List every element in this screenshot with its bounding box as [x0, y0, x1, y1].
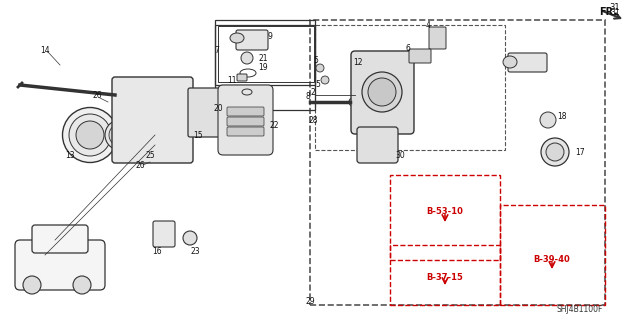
Ellipse shape [368, 78, 396, 106]
Text: B-39-40: B-39-40 [534, 255, 570, 265]
Text: 9: 9 [268, 31, 273, 41]
Text: 26: 26 [92, 91, 102, 100]
Ellipse shape [63, 108, 118, 163]
Text: 6: 6 [406, 44, 410, 52]
FancyBboxPatch shape [429, 27, 446, 49]
Text: 5: 5 [314, 55, 319, 65]
FancyBboxPatch shape [32, 225, 88, 253]
Text: 26: 26 [135, 161, 145, 170]
Text: 22: 22 [269, 121, 279, 130]
Circle shape [321, 76, 329, 84]
Text: 23: 23 [190, 247, 200, 257]
Circle shape [183, 231, 197, 245]
Circle shape [241, 52, 253, 64]
Text: 15: 15 [193, 131, 203, 140]
Ellipse shape [69, 114, 111, 156]
Ellipse shape [541, 138, 569, 166]
Ellipse shape [230, 33, 244, 43]
Text: 2: 2 [310, 87, 316, 97]
FancyBboxPatch shape [227, 117, 264, 126]
FancyBboxPatch shape [357, 127, 398, 163]
Text: 30: 30 [395, 150, 405, 159]
Text: FR.: FR. [599, 7, 617, 17]
Text: 31: 31 [610, 7, 620, 17]
Text: 16: 16 [152, 247, 162, 257]
FancyBboxPatch shape [236, 30, 268, 50]
Text: 8: 8 [306, 92, 310, 100]
Text: B-53-10: B-53-10 [427, 207, 463, 217]
Text: 5: 5 [316, 79, 321, 89]
Text: 18: 18 [557, 111, 567, 121]
FancyBboxPatch shape [227, 127, 264, 136]
Ellipse shape [109, 124, 131, 146]
Circle shape [316, 64, 324, 72]
Text: B-37-15: B-37-15 [427, 274, 463, 283]
Ellipse shape [546, 143, 564, 161]
FancyBboxPatch shape [188, 88, 227, 137]
Text: 19: 19 [258, 62, 268, 71]
Text: 13: 13 [65, 150, 75, 159]
FancyBboxPatch shape [218, 85, 273, 155]
FancyBboxPatch shape [508, 53, 547, 72]
FancyBboxPatch shape [237, 74, 247, 81]
Text: 25: 25 [145, 150, 155, 159]
Text: SHJ4B1100F: SHJ4B1100F [557, 306, 603, 315]
FancyBboxPatch shape [15, 240, 105, 290]
Text: 7: 7 [214, 45, 220, 54]
Text: 17: 17 [575, 148, 585, 156]
Circle shape [540, 112, 556, 128]
FancyBboxPatch shape [351, 51, 414, 134]
Text: 4: 4 [426, 20, 431, 29]
Ellipse shape [362, 72, 402, 112]
Text: 12: 12 [353, 58, 363, 67]
Text: 28: 28 [308, 116, 317, 124]
Ellipse shape [76, 121, 104, 149]
Ellipse shape [503, 56, 517, 68]
Text: 14: 14 [40, 45, 50, 54]
Text: 31: 31 [610, 3, 620, 12]
FancyBboxPatch shape [153, 221, 175, 247]
Circle shape [23, 276, 41, 294]
Ellipse shape [105, 120, 135, 150]
Ellipse shape [349, 97, 361, 107]
Text: 20: 20 [213, 103, 223, 113]
FancyBboxPatch shape [409, 49, 431, 63]
FancyBboxPatch shape [227, 107, 264, 116]
Circle shape [73, 276, 91, 294]
Text: 11: 11 [227, 76, 237, 84]
Text: 29: 29 [305, 298, 315, 307]
FancyBboxPatch shape [112, 77, 193, 163]
Text: 21: 21 [259, 53, 268, 62]
